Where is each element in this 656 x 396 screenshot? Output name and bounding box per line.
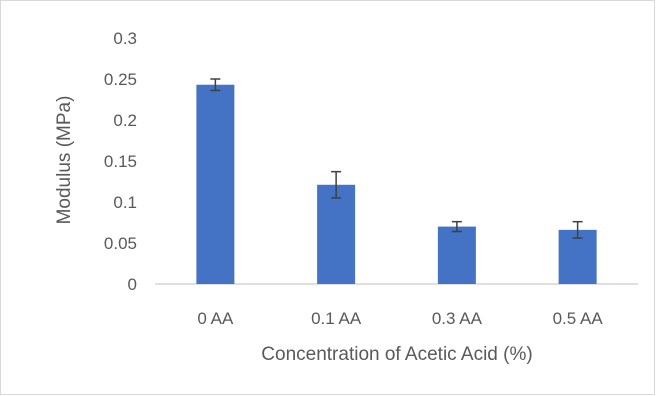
y-axis-title: Modulus (MPa) <box>54 96 75 225</box>
y-tick-label: 0.05 <box>104 234 137 253</box>
bars <box>196 84 597 285</box>
y-tick-label: 0 <box>128 275 137 294</box>
error-bar <box>451 220 462 233</box>
error-bar <box>572 220 583 239</box>
x-category-label: 0.5 AA <box>553 309 604 328</box>
bar <box>196 84 235 285</box>
x-axis-categories: 0 AA 0.1 AA 0.3 AA 0.5 AA <box>197 309 603 328</box>
error-bar <box>331 170 342 199</box>
bar <box>317 184 356 284</box>
y-tick-label: 0.2 <box>113 111 137 130</box>
x-axis-title: Concentration of Acetic Acid (%) <box>261 344 532 365</box>
y-tick-label: 0.25 <box>104 70 137 89</box>
error-bar <box>210 78 221 92</box>
bar <box>558 229 597 284</box>
y-tick-label: 0.15 <box>104 152 137 171</box>
y-tick-label: 0.3 <box>113 29 137 48</box>
y-tick-label: 0.1 <box>113 193 137 212</box>
x-category-label: 0.1 AA <box>311 309 362 328</box>
y-axis-ticks: 0 0.05 0.1 0.15 0.2 0.25 0.3 <box>104 29 137 294</box>
x-category-label: 0 AA <box>197 309 234 328</box>
error-bars <box>210 78 583 239</box>
bar <box>437 226 476 284</box>
x-category-label: 0.3 AA <box>432 309 483 328</box>
